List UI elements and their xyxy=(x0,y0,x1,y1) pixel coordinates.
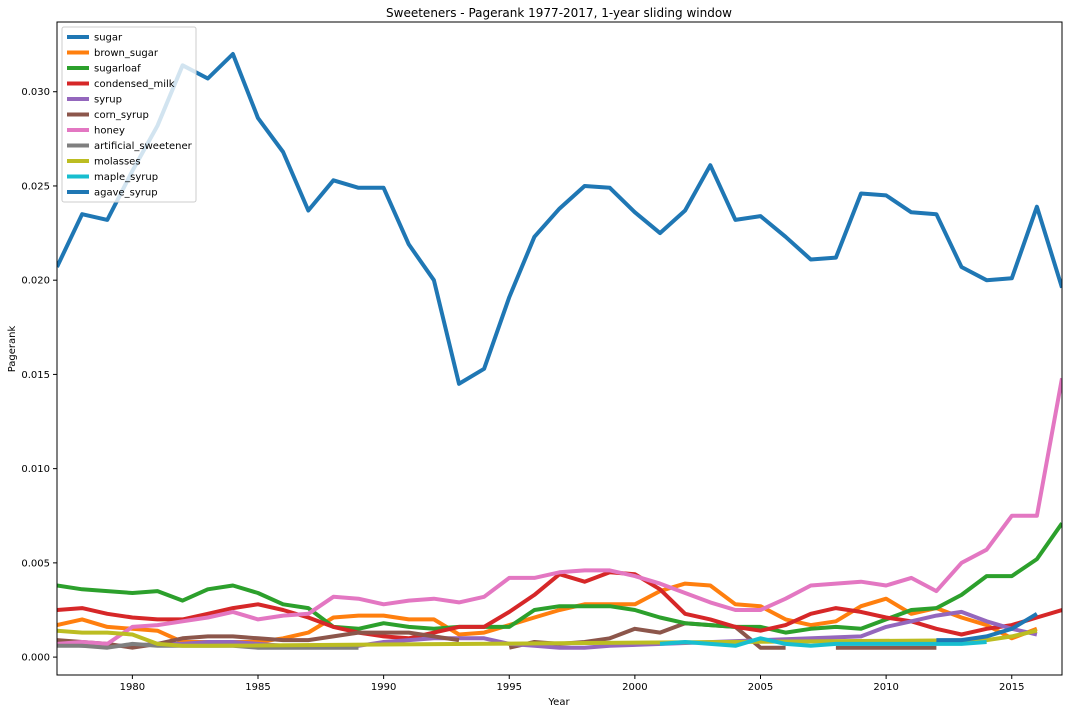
legend-label: agave_syrup xyxy=(94,188,158,199)
plot-frame xyxy=(56,21,1063,676)
legend-label: molasses xyxy=(94,157,141,168)
series-line-sugarloaf xyxy=(57,522,1062,635)
legend-label: corn_syrup xyxy=(94,110,149,121)
x-tick-label: 1985 xyxy=(245,682,270,693)
legend-label: sugarloaf xyxy=(94,64,141,75)
y-axis: 0.000 0.005 0.010 0.015 0.020 0.025 0.030 xyxy=(21,87,57,664)
plot-lines xyxy=(57,52,1062,650)
x-tick-label: 2015 xyxy=(999,682,1024,693)
series-line-honey xyxy=(57,377,1062,646)
x-tick-label: 1990 xyxy=(371,682,396,693)
legend-label: condensed_milk xyxy=(94,79,175,90)
x-axis-label: Year xyxy=(547,697,570,708)
series-line-sugar xyxy=(57,52,1062,386)
legend-label: sugar xyxy=(94,33,123,44)
y-tick-label: 0.005 xyxy=(21,558,50,569)
x-tick-label: 2005 xyxy=(748,682,773,693)
y-tick-label: 0.030 xyxy=(21,87,50,98)
y-tick-label: 0.020 xyxy=(21,276,50,287)
series-line-agave-syrup xyxy=(936,612,1038,643)
series-line-molasses xyxy=(57,628,1038,648)
legend-label: brown_sugar xyxy=(94,48,159,59)
series-line-maple-syrup xyxy=(659,636,987,648)
legend-label: syrup xyxy=(94,95,122,106)
x-axis: 1980 1985 1990 1995 2000 2005 2010 2015 xyxy=(120,675,1024,693)
x-tick-label: 1995 xyxy=(497,682,522,693)
legend-label: honey xyxy=(94,126,125,137)
legend-label: artificial_sweetener xyxy=(94,141,193,152)
y-tick-label: 0.010 xyxy=(21,464,50,475)
legend-label: maple_syrup xyxy=(94,172,158,183)
legend-box xyxy=(61,26,197,203)
legend: sugar brown_sugar sugarloaf condensed_milks… xyxy=(61,26,197,203)
chart-title: Sweeteners - Pagerank 1977-2017, 1-year … xyxy=(386,6,732,20)
x-tick-label: 2010 xyxy=(873,682,898,693)
y-axis-label: Pagerank xyxy=(7,326,18,373)
y-tick-label: 0.025 xyxy=(21,181,50,192)
x-tick-label: 1980 xyxy=(120,682,145,693)
y-tick-label: 0.015 xyxy=(21,370,50,381)
y-tick-label: 0.000 xyxy=(21,653,50,664)
x-tick-label: 2000 xyxy=(622,682,647,693)
